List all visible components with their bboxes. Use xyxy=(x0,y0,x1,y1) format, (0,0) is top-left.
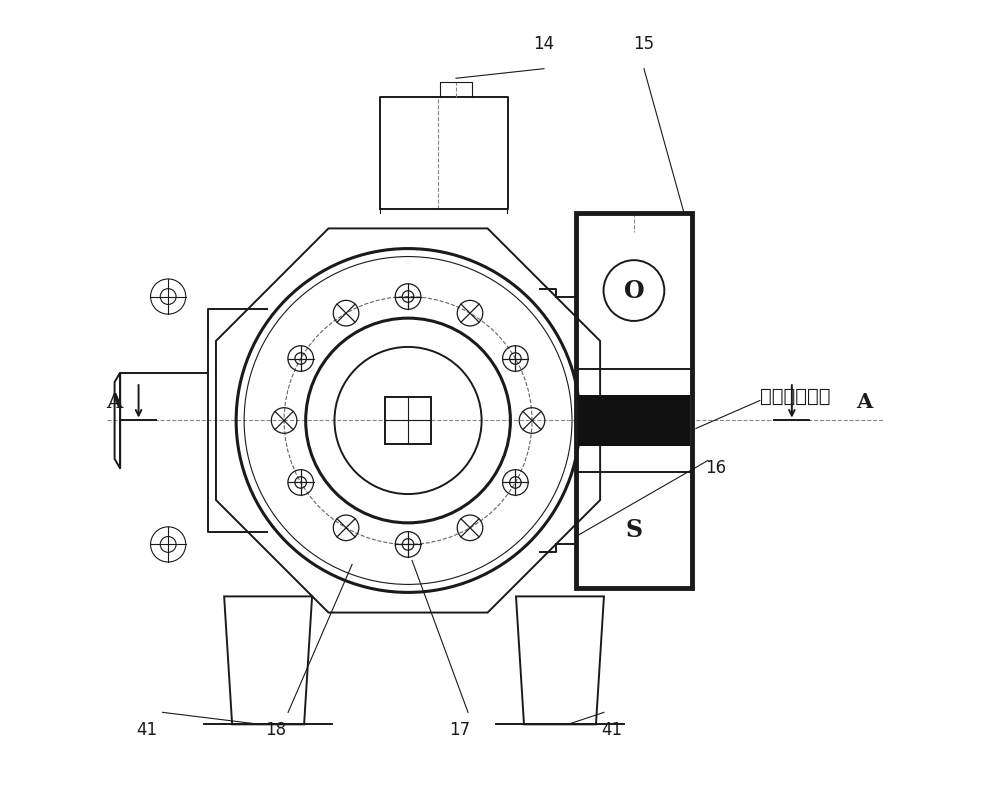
Text: 14: 14 xyxy=(533,34,555,53)
Bar xyxy=(576,212,692,589)
Bar xyxy=(578,395,690,446)
Text: 18: 18 xyxy=(266,721,287,739)
Text: O: O xyxy=(624,279,644,303)
Text: 41: 41 xyxy=(601,721,623,739)
Text: A: A xyxy=(106,392,123,413)
Text: A: A xyxy=(856,392,872,413)
Text: S: S xyxy=(625,518,642,542)
Text: 完全关闭位置: 完全关闭位置 xyxy=(760,387,830,406)
Text: 17: 17 xyxy=(449,721,471,739)
Bar xyxy=(385,397,431,444)
Text: 41: 41 xyxy=(136,721,157,739)
Text: 16: 16 xyxy=(705,460,726,477)
Text: 15: 15 xyxy=(633,34,654,53)
